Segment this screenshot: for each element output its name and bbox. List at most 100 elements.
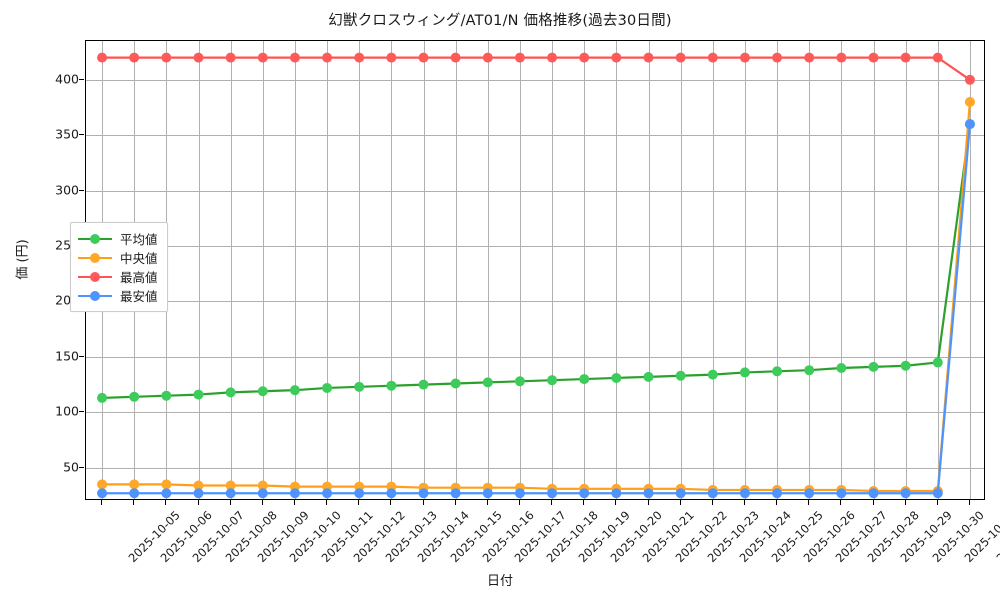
- series-line: [100, 56, 972, 81]
- data-point-marker: [161, 390, 172, 401]
- data-point-marker: [643, 52, 654, 63]
- gridline-horizontal: [86, 79, 984, 81]
- y-tick-mark: [79, 189, 84, 191]
- series-plot: [97, 52, 975, 499]
- data-point-marker: [97, 392, 108, 403]
- legend-swatch-icon: [78, 289, 112, 303]
- gridline-horizontal: [86, 190, 984, 192]
- data-point-marker: [450, 52, 461, 63]
- x-tick-mark: [936, 500, 938, 505]
- data-point-marker: [161, 52, 172, 63]
- gridline-vertical: [809, 41, 811, 499]
- data-point-marker: [257, 488, 268, 499]
- data-point-marker: [964, 96, 975, 107]
- data-point-marker: [964, 74, 975, 85]
- data-point-marker: [579, 52, 590, 63]
- y-tick-label: 150: [55, 348, 79, 364]
- legend-label: 最高値: [120, 270, 158, 285]
- gridline-horizontal: [86, 301, 984, 303]
- data-point-marker: [514, 52, 525, 63]
- data-point-marker: [482, 377, 493, 388]
- data-point-marker: [611, 372, 622, 383]
- data-point-marker: [354, 52, 365, 63]
- data-point-marker: [868, 361, 879, 372]
- gridline-vertical: [744, 41, 746, 499]
- data-point-marker: [900, 360, 911, 371]
- data-point-marker: [257, 480, 268, 491]
- data-point-marker: [547, 52, 558, 63]
- data-point-marker: [964, 119, 975, 130]
- y-tick-label: 400: [55, 71, 79, 87]
- data-point-marker: [643, 371, 654, 382]
- data-point-marker: [450, 488, 461, 499]
- data-point-marker: [129, 479, 140, 490]
- data-point-marker: [804, 365, 815, 376]
- data-point-marker: [868, 488, 879, 499]
- data-point-marker: [579, 488, 590, 499]
- data-point-marker: [257, 386, 268, 397]
- gridline-vertical: [327, 41, 329, 499]
- data-point-marker: [836, 362, 847, 373]
- y-tick-mark: [79, 134, 84, 136]
- data-point-marker: [900, 488, 911, 499]
- gridline-vertical: [616, 41, 618, 499]
- x-axis-label: 日付: [486, 574, 513, 589]
- data-point-marker: [386, 52, 397, 63]
- legend-label: 平均値: [120, 232, 158, 247]
- data-point-marker: [225, 488, 236, 499]
- data-point-marker: [804, 488, 815, 499]
- data-point-marker: [643, 488, 654, 499]
- legend-item-最安値[interactable]: 最安値: [78, 286, 158, 305]
- data-point-marker: [772, 488, 783, 499]
- data-point-marker: [579, 374, 590, 385]
- y-tick-mark: [79, 78, 84, 80]
- data-point-marker: [386, 380, 397, 391]
- gridline-horizontal: [86, 412, 984, 414]
- x-tick-mark: [390, 500, 392, 505]
- gridline-vertical: [680, 41, 682, 499]
- gridline-vertical: [198, 41, 200, 499]
- data-point-marker: [193, 52, 204, 63]
- data-point-marker: [322, 382, 333, 393]
- legend-label: 中央値: [120, 251, 158, 266]
- data-point-marker: [772, 366, 783, 377]
- data-point-marker: [482, 52, 493, 63]
- gridline-vertical: [712, 41, 714, 499]
- data-point-marker: [97, 479, 108, 490]
- data-point-marker: [547, 488, 558, 499]
- data-point-marker: [354, 488, 365, 499]
- data-point-marker: [225, 387, 236, 398]
- legend-item-中央値[interactable]: 中央値: [78, 248, 158, 267]
- plot-area: [85, 40, 985, 500]
- gridline-vertical: [873, 41, 875, 499]
- series-平均値: [97, 119, 975, 403]
- y-tick-mark: [79, 411, 84, 413]
- data-point-marker: [97, 52, 108, 63]
- data-point-marker: [739, 488, 750, 499]
- data-point-marker: [611, 488, 622, 499]
- gridline-vertical: [777, 41, 779, 499]
- x-tick-mark: [615, 500, 617, 505]
- data-point-marker: [289, 488, 300, 499]
- chart-title: 幻獣クロスウィング/AT01/N 価格推移(過去30日間): [328, 13, 672, 29]
- data-point-marker: [161, 479, 172, 490]
- data-point-marker: [611, 52, 622, 63]
- data-point-marker: [675, 488, 686, 499]
- data-point-marker: [836, 52, 847, 63]
- data-point-marker: [675, 370, 686, 381]
- data-point-marker: [868, 52, 879, 63]
- gridline-vertical: [519, 41, 521, 499]
- x-tick-mark: [904, 500, 906, 505]
- legend-item-最高値[interactable]: 最高値: [78, 267, 158, 286]
- series-中央値: [97, 96, 975, 497]
- gridline-vertical: [937, 41, 939, 499]
- legend-item-平均値[interactable]: 平均値: [78, 229, 158, 248]
- data-point-marker: [418, 488, 429, 499]
- y-tick-label: 350: [55, 126, 79, 142]
- x-tick-mark: [872, 500, 874, 505]
- data-point-marker: [804, 52, 815, 63]
- gridline-horizontal: [86, 135, 984, 137]
- data-point-marker: [707, 369, 718, 380]
- data-point-marker: [482, 488, 493, 499]
- legend-label: 最安値: [120, 289, 158, 304]
